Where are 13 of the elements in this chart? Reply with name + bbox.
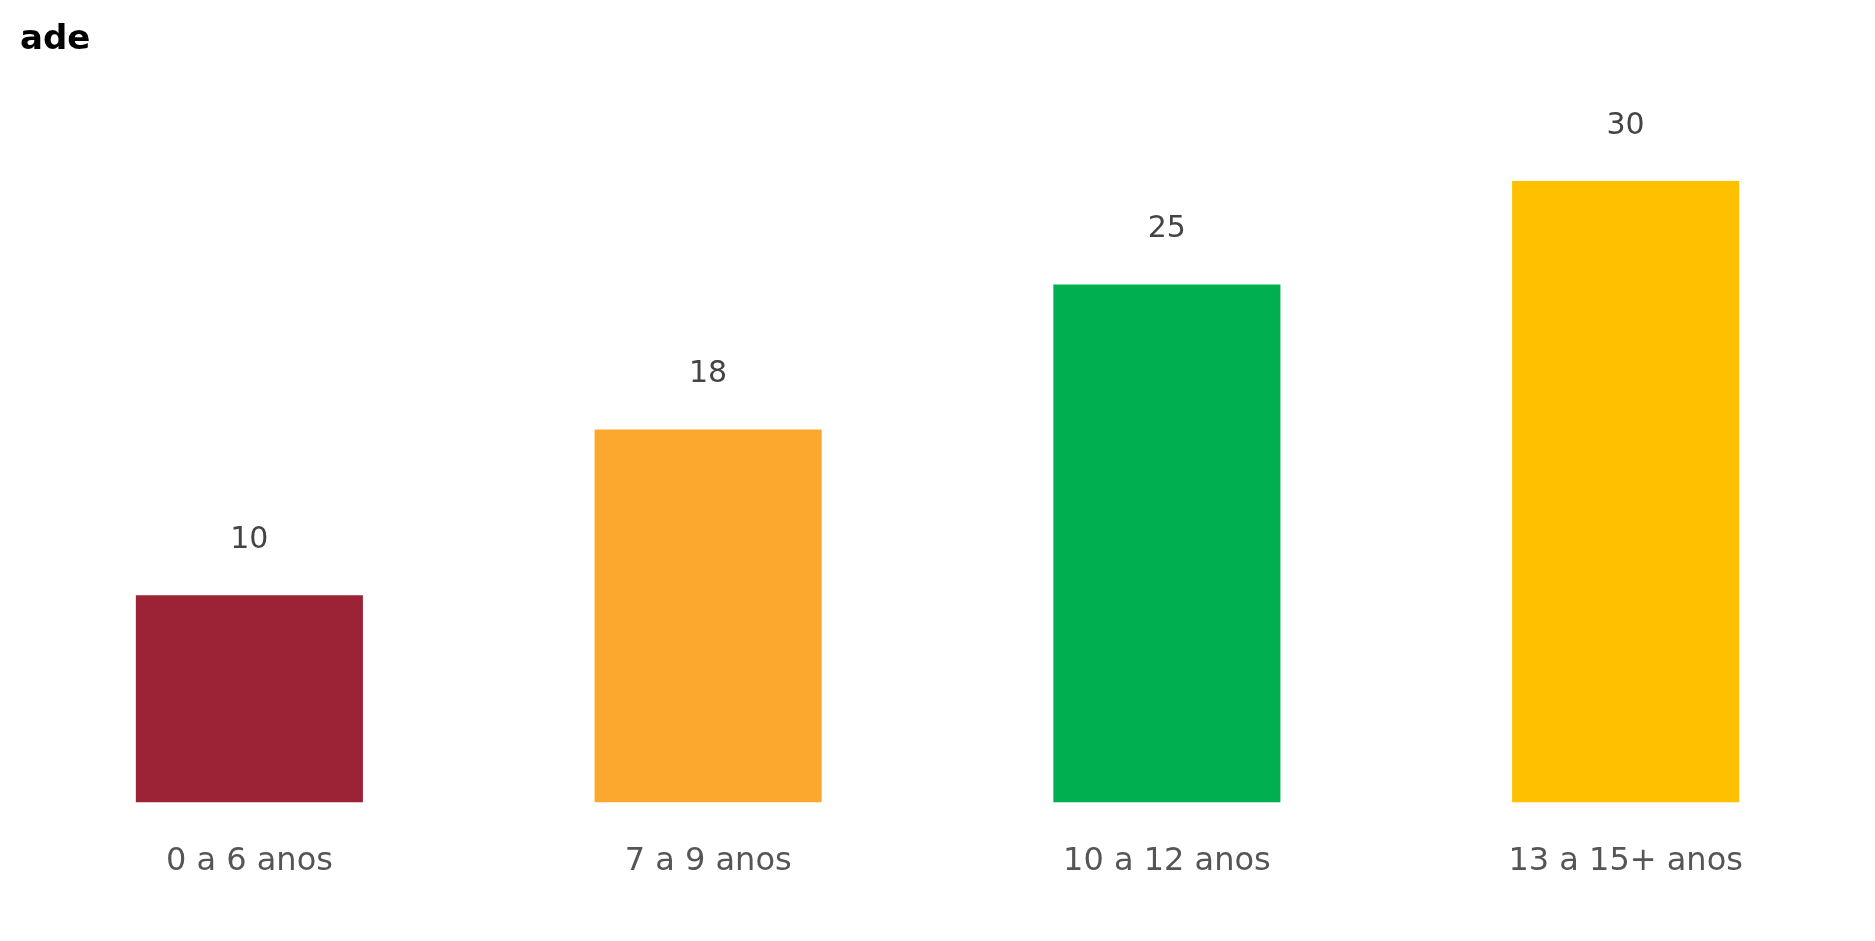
bar xyxy=(1053,284,1281,803)
data-label: 30 xyxy=(1606,105,1645,141)
x-tick-label: 10 a 12 anos xyxy=(1063,840,1271,879)
bar xyxy=(135,595,363,803)
x-tick-label: 0 a 6 anos xyxy=(165,840,333,879)
bar xyxy=(594,429,822,803)
data-label: 10 xyxy=(230,520,269,556)
x-tick-label: 13 a 15+ anos xyxy=(1508,840,1743,879)
x-tick-label: 7 a 9 anos xyxy=(624,840,792,879)
data-label: 25 xyxy=(1147,209,1186,245)
data-label: 18 xyxy=(689,354,728,390)
bar xyxy=(1512,180,1740,803)
chart-title: ade xyxy=(20,17,91,58)
